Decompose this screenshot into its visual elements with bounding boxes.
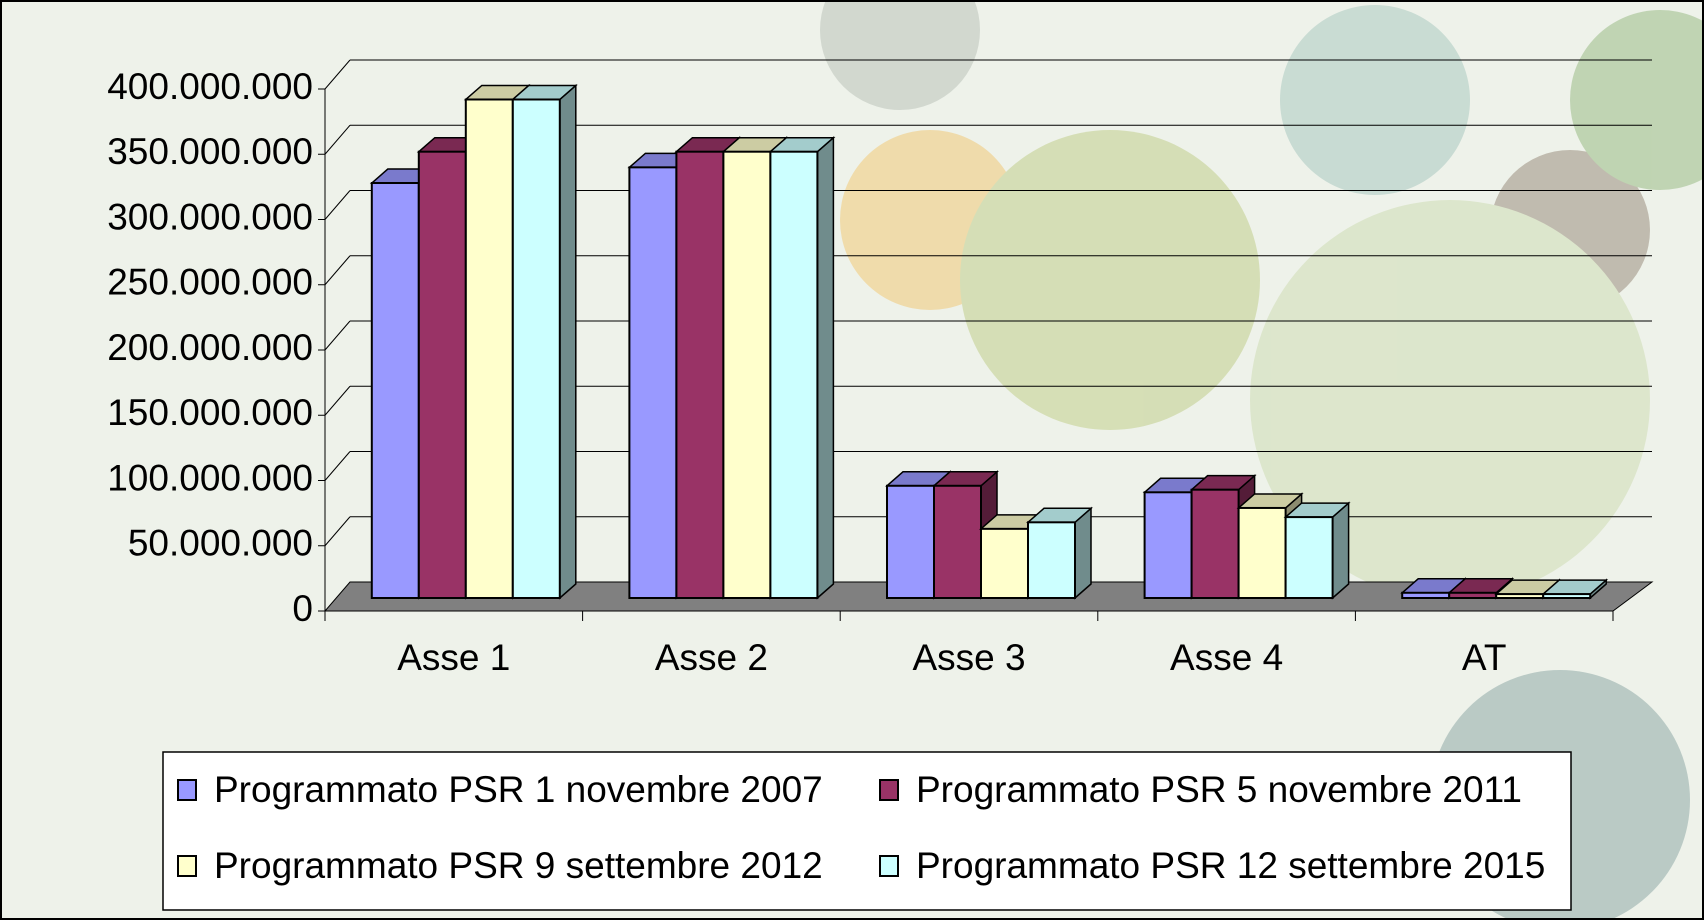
bar <box>1286 517 1333 598</box>
legend-swatch <box>880 856 898 876</box>
legend-label: Programmato PSR 12 settembre 2015 <box>916 845 1545 886</box>
x-tick-label: Asse 4 <box>1170 637 1283 678</box>
bar <box>770 152 817 598</box>
bar <box>676 152 723 598</box>
bar <box>466 99 513 598</box>
bar <box>1449 593 1496 598</box>
bar <box>934 486 981 598</box>
bar <box>1192 490 1239 598</box>
legend-label: Programmato PSR 9 settembre 2012 <box>214 845 823 886</box>
bar <box>372 183 419 598</box>
bar <box>513 99 560 598</box>
x-tick-label: Asse 1 <box>397 637 510 678</box>
x-tick-label: AT <box>1462 637 1507 678</box>
bar <box>419 152 466 598</box>
bar-side <box>817 138 833 598</box>
y-tick-label: 200.000.000 <box>107 327 313 368</box>
x-tick-label: Asse 3 <box>912 637 1025 678</box>
bar <box>1496 594 1543 598</box>
x-tick-label: Asse 2 <box>655 637 768 678</box>
bar <box>723 152 770 598</box>
y-tick-label: 250.000.000 <box>107 262 313 303</box>
y-tick-label: 150.000.000 <box>107 392 313 433</box>
legend-label: Programmato PSR 1 novembre 2007 <box>214 769 823 810</box>
bar-side <box>560 85 576 598</box>
bar <box>629 167 676 598</box>
bar-side <box>1075 508 1091 598</box>
bar <box>1402 593 1449 598</box>
bar <box>1028 522 1075 598</box>
legend-label: Programmato PSR 5 novembre 2011 <box>916 769 1522 810</box>
y-tick-label: 0 <box>292 588 313 629</box>
legend-swatch <box>178 780 196 800</box>
chart: 0 50.000.000 100.000.000 150.000.000 200.000… <box>0 0 1704 920</box>
y-tick-label: 400.000.000 <box>107 66 313 107</box>
legend-swatch <box>880 780 898 800</box>
bar <box>981 529 1028 598</box>
y-tick-label: 50.000.000 <box>128 523 313 564</box>
bar <box>1543 594 1590 598</box>
y-tick-label: 300.000.000 <box>107 196 313 237</box>
y-tick-label: 350.000.000 <box>107 131 313 172</box>
bar <box>1145 492 1192 598</box>
bar <box>1239 508 1286 598</box>
y-tick-label: 100.000.000 <box>107 457 313 498</box>
bar <box>887 486 934 598</box>
bar-side <box>1333 503 1349 598</box>
legend-swatch <box>178 856 196 876</box>
